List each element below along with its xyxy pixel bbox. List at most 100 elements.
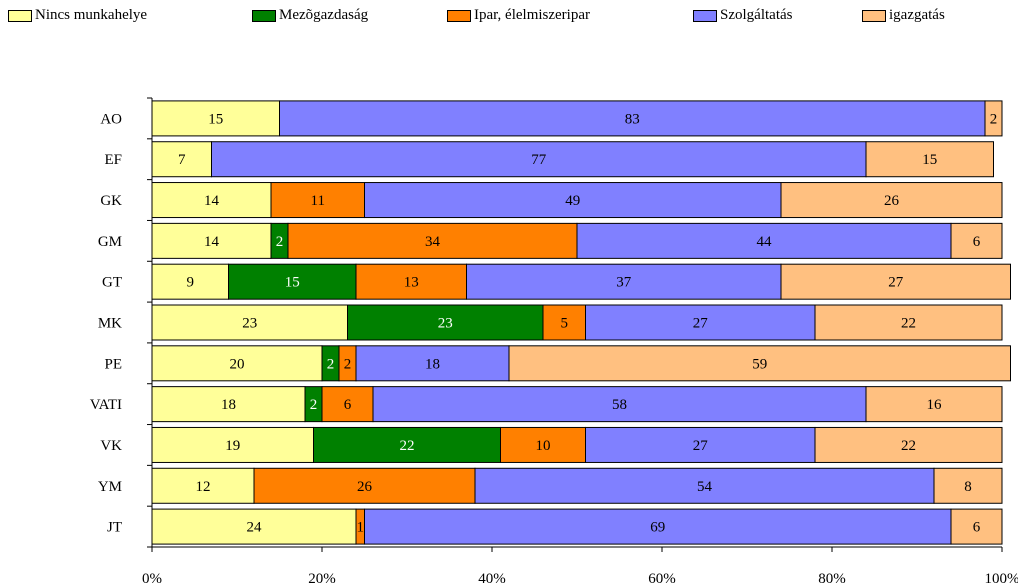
data-label: 27 [693,438,709,454]
x-tick-label: 60% [648,571,676,585]
bar-segment-jt-szolga-ltata-s [364,508,952,545]
bar-segment-mk-mezo-gazdasa-g [347,304,544,341]
data-label: 5 [561,316,569,332]
data-label: 16 [927,397,943,413]
data-label: 58 [612,397,627,413]
bar-segment-vk-ipar-e-lelmiszeripar [500,426,586,463]
bar-segment-ef-szolga-ltata-s [211,141,867,178]
legend-swatch [252,9,276,22]
legend-item-nincs-munkahelye: Nincs munkahelye [8,7,147,24]
y-tick-label: EF [104,152,122,168]
bar-segment-mk-nincs-munkahelye [151,304,348,341]
bar-segment-mk-ipar-e-lelmiszeripar [542,304,586,341]
data-label: 11 [311,193,325,209]
bar-segment-ef-nincs-munkahelye [151,141,212,178]
data-label: 13 [404,275,419,291]
bar-segment-vk-igazgata-s [814,426,1003,463]
y-tick-label: GK [100,193,122,209]
bar-segment-jt-nincs-munkahelye [151,508,357,545]
y-tick-label: JT [107,520,122,536]
data-label: 6 [973,520,981,536]
bar-segment-gk-nincs-munkahelye [151,182,272,219]
x-tick-label: 0% [142,571,162,585]
data-label: 77 [531,152,547,168]
bar-segment-vati-ipar-e-lelmiszeripar [321,386,374,423]
x-tick-label: 80% [818,571,846,585]
bar-segment-gm-igazgata-s [950,222,1003,259]
y-tick-label: GM [98,234,122,250]
legend-swatch [693,9,717,22]
data-label: 14 [204,234,220,250]
bar-segment-gk-szolga-ltata-s [364,182,782,219]
data-label: 6 [973,234,981,250]
bar-segment-ym-ipar-e-lelmiszeripar [253,467,476,504]
data-label: 26 [357,479,373,495]
data-label: 9 [187,275,195,291]
data-label: 83 [625,111,640,127]
data-label: 22 [901,316,916,332]
legend-label: Nincs munkahelye [35,7,148,23]
bar-segment-vati-igazgata-s [865,386,1003,423]
data-label: 15 [285,275,300,291]
data-label: 6 [344,397,352,413]
bar-segment-gk-igazgata-s [780,182,1003,219]
data-label: 18 [221,397,236,413]
legend-label: Szolgáltatás [720,7,793,23]
data-label: 2 [990,111,998,127]
bar-segment-mk-igazgata-s [814,304,1003,341]
bar-segment-ym-igazgata-s [933,467,1003,504]
bar-segment-jt-igazgata-s [950,508,1003,545]
bar-segment-vati-nincs-munkahelye [151,386,306,423]
data-label: 12 [196,479,211,495]
data-label: 14 [204,193,220,209]
bar-segment-mk-szolga-ltata-s [585,304,816,341]
y-tick-label: GT [102,275,122,291]
data-label: 1 [357,520,365,536]
data-label: 19 [225,438,240,454]
bar-segment-ao-igazgata-s [984,100,1003,137]
data-label: 24 [247,520,263,536]
legend-swatch [447,9,471,22]
bar-segment-vk-mezo-gazdasa-g [313,426,501,463]
bar-segment-ym-szolga-ltata-s [474,467,935,504]
bar-segment-vati-szolga-ltata-s [372,386,867,423]
x-tick-label: 100% [985,571,1018,585]
y-tick-label: YM [98,479,122,495]
y-tick-label: PE [104,356,122,372]
y-tick-label: MK [98,316,122,332]
legend-item-szolga-ltata-s: Szolgáltatás [693,7,792,24]
data-label: 27 [888,275,904,291]
y-tick-label: VATI [90,397,122,413]
data-label: 7 [178,152,186,168]
bar-segment-ao-szolga-ltata-s [279,100,986,137]
bar-segment-pe-szolga-ltata-s [355,345,510,382]
data-label: 2 [327,356,335,372]
y-tick-label: VK [100,438,122,454]
legend-label: Mezõgazdaság [279,7,369,23]
data-label: 15 [922,152,937,168]
data-label: 26 [884,193,900,209]
bar-segment-gt-szolga-ltata-s [466,263,782,300]
data-label: 10 [536,438,551,454]
x-tick-label: 20% [308,571,336,585]
bar-segment-vk-nincs-munkahelye [151,426,314,463]
legend-label: igazgatás [889,7,945,23]
legend-item-igazgata-s: igazgatás [862,7,945,24]
bar-segment-gt-igazgata-s [780,263,1011,300]
bar-segment-gm-ipar-e-lelmiszeripar [287,222,578,259]
legend-item-ipar-e-lelmiszeripar: Ipar, élelmiszeripar [447,7,590,24]
data-label: 2 [276,234,284,250]
data-label: 18 [425,356,440,372]
data-label: 22 [400,438,415,454]
data-label: 59 [752,356,767,372]
data-label: 2 [310,397,318,413]
data-label: 23 [242,316,257,332]
legend: Nincs munkahelye Mezõgazdaság Ipar, élelmi… [0,0,1018,40]
legend-swatch [862,9,886,22]
y-tick-label: AO [100,111,122,127]
data-label: 15 [208,111,223,127]
bar-segment-gt-nincs-munkahelye [151,263,229,300]
data-label: 8 [964,479,972,495]
data-label: 2 [344,356,352,372]
